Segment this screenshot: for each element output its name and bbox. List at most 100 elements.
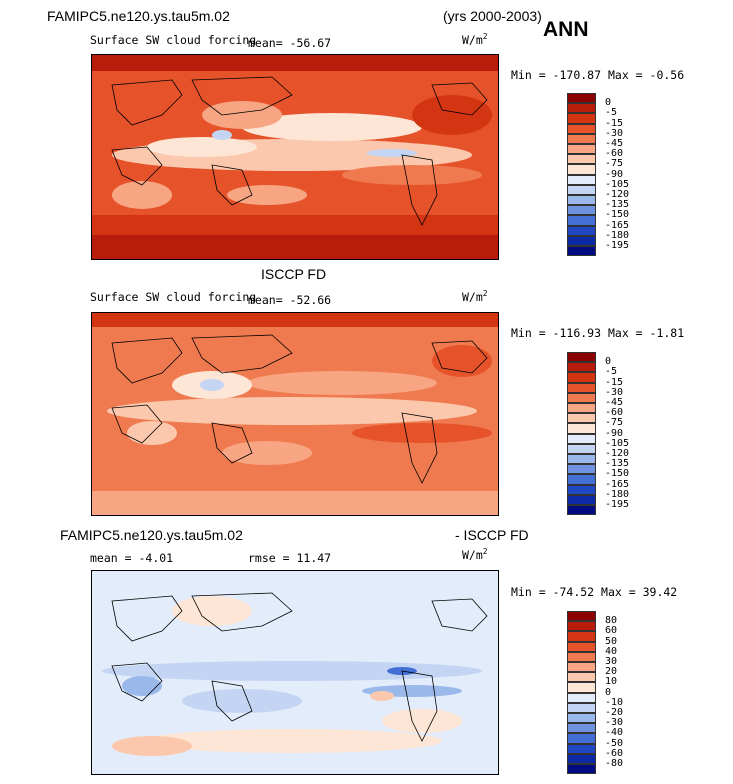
colorbar-swatch — [567, 413, 596, 424]
colorbar-swatch — [567, 225, 596, 236]
colorbar-label: -165 — [605, 478, 630, 490]
panel1-title: Surface SW cloud forcing — [90, 33, 257, 47]
colorbar-label: 10 — [605, 676, 618, 688]
colorbar-label: -30 — [605, 717, 624, 729]
colorbar-label: -135 — [605, 458, 630, 470]
case-name: FAMIPC5.ne120.ys.tau5m.02 — [47, 8, 230, 24]
panel3-rmse: rmse = 11.47 — [248, 551, 332, 565]
colorbar-label: -50 — [605, 737, 624, 749]
colorbar-label: -20 — [605, 707, 624, 718]
colorbar-label: -150 — [605, 209, 630, 221]
colorbar-label: 0 — [605, 97, 612, 109]
colorbar-label: 40 — [605, 645, 618, 657]
colorbar-swatch — [567, 713, 596, 724]
colorbar-swatch — [567, 611, 596, 622]
colorbar-swatch — [567, 474, 596, 485]
colorbar-swatch — [567, 93, 596, 104]
colorbar-swatch — [567, 362, 596, 373]
colorbar-swatch — [567, 743, 596, 754]
panel2-colorbar: 0 -5 -15 -30 -45 -60 -75 -90 -105 -120 -135 -150 -16… — [567, 352, 647, 517]
colorbar-swatch — [567, 144, 596, 155]
colorbar-swatch — [567, 164, 596, 175]
panel3-title-right: - ISCCP FD — [455, 527, 529, 543]
panel3-mean: mean = -4.01 — [90, 551, 174, 565]
colorbar-label: -60 — [605, 407, 624, 419]
colorbar-swatch — [567, 454, 596, 465]
colorbar-swatch — [567, 235, 596, 246]
colorbar-label: -30 — [605, 386, 624, 398]
colorbar-label: -75 — [605, 158, 624, 170]
colorbar-swatch — [567, 753, 596, 764]
colorbar-swatch — [567, 103, 596, 114]
panel2-subtitle: ISCCP FD — [261, 266, 327, 282]
colorbar-swatch — [567, 174, 596, 185]
colorbar-label: 60 — [605, 625, 618, 637]
colorbar-label: -150 — [605, 468, 630, 480]
colorbar-label: -30 — [605, 127, 624, 139]
panel1-minmax: Min = -170.87 Max = -0.56 — [511, 68, 685, 82]
colorbar-label: -45 — [605, 397, 624, 408]
panel2-title: Surface SW cloud forcing — [90, 290, 257, 304]
colorbar-swatch — [567, 205, 596, 216]
colorbar-label: -105 — [605, 178, 630, 190]
panel1-map — [91, 54, 499, 260]
colorbar-label: 20 — [605, 666, 618, 678]
panel3-map — [91, 570, 499, 775]
colorbar-swatch — [567, 621, 596, 632]
colorbar-swatch — [567, 215, 596, 226]
panel3-minmax: Min = -74.52 Max = 39.42 — [511, 585, 678, 599]
colorbar-swatch — [567, 505, 596, 516]
colorbar-label: -120 — [605, 189, 630, 200]
colorbar-label: -120 — [605, 448, 630, 459]
colorbar-swatch — [567, 484, 596, 495]
colorbar-label: 80 — [605, 615, 618, 627]
colorbar-swatch — [567, 672, 596, 683]
colorbar-swatch — [567, 723, 596, 734]
colorbar-swatch — [567, 702, 596, 713]
colorbar-label: -75 — [605, 417, 624, 429]
colorbar-swatch — [567, 443, 596, 454]
colorbar-swatch — [567, 494, 596, 505]
colorbar-label: 30 — [605, 656, 618, 667]
colorbar-swatch — [567, 246, 596, 257]
colorbar-label: -90 — [605, 427, 624, 439]
colorbar-swatch — [567, 154, 596, 165]
colorbar-swatch — [567, 184, 596, 195]
colorbar-label: -135 — [605, 199, 630, 211]
colorbar-label: -15 — [605, 117, 624, 129]
colorbar-label: -60 — [605, 747, 624, 759]
colorbar-swatch — [567, 352, 596, 363]
panel2-map — [91, 312, 499, 516]
colorbar-label: -90 — [605, 168, 624, 180]
colorbar-label: -5 — [605, 107, 618, 119]
panel2-unit: W/m2 — [462, 289, 488, 304]
colorbar-label: -15 — [605, 376, 624, 388]
colorbar-swatch — [567, 372, 596, 383]
colorbar-swatch — [567, 123, 596, 134]
panel3-field — [92, 571, 498, 774]
panel2-mean: mean= -52.66 — [248, 293, 332, 307]
colorbar-swatch — [567, 433, 596, 444]
colorbar-swatch — [567, 382, 596, 393]
colorbar-label: 50 — [605, 635, 618, 647]
colorbar-label: -165 — [605, 219, 630, 231]
colorbar-label: -10 — [605, 696, 624, 708]
panel2-minmax: Min = -116.93 Max = -1.81 — [511, 326, 685, 340]
years-label: (yrs 2000-2003) — [443, 8, 542, 24]
colorbar-swatch — [567, 403, 596, 414]
colorbar-swatch — [567, 464, 596, 475]
colorbar-swatch — [567, 423, 596, 434]
season-label: ANN — [543, 18, 589, 41]
colorbar-label: -195 — [605, 499, 630, 510]
colorbar-swatch — [567, 195, 596, 206]
colorbar-label: -80 — [605, 758, 624, 769]
panel2-field — [92, 313, 498, 515]
colorbar-label: -60 — [605, 148, 624, 160]
colorbar-label: 0 — [605, 686, 612, 698]
colorbar-label: -40 — [605, 727, 624, 739]
panel1-mean: mean= -56.67 — [248, 36, 332, 50]
colorbar-swatch — [567, 641, 596, 652]
colorbar-label: -195 — [605, 240, 630, 251]
colorbar-swatch — [567, 392, 596, 403]
colorbar-swatch — [567, 682, 596, 693]
